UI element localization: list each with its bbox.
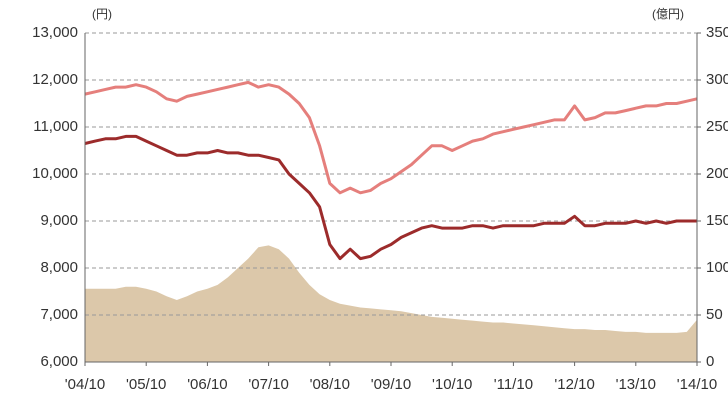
y2-tick-label: 350 <box>706 24 728 41</box>
y2-tick-label: 300 <box>706 71 728 88</box>
x-tick-label: '06/10 <box>187 376 227 393</box>
y-tick-label: 10,000 <box>32 165 78 182</box>
line <box>84 134 697 261</box>
x-tick-label: '04/10 <box>65 376 105 393</box>
y-tick-label: 13,000 <box>32 24 78 41</box>
line <box>84 80 698 195</box>
y2-tick-label: 150 <box>706 212 728 229</box>
y-tick-label: 12,000 <box>32 71 78 88</box>
x-tick-label: '08/10 <box>310 376 350 393</box>
y-tick-label: 6,000 <box>40 353 78 370</box>
y2-tick-label: 0 <box>706 353 714 370</box>
y-axis-unit: (円) <box>92 7 112 21</box>
y-tick-label: 8,000 <box>40 259 78 276</box>
y2-tick-label: 50 <box>706 306 723 323</box>
y-tick-label: 11,000 <box>33 118 78 135</box>
y2-tick-label: 100 <box>706 259 728 276</box>
x-tick-label: '10/10 <box>432 376 472 393</box>
x-tick-label: '12/10 <box>554 376 594 393</box>
x-tick-label: '05/10 <box>126 376 166 393</box>
y-tick-label: 7,000 <box>40 306 78 323</box>
x-tick-label: '09/10 <box>371 376 411 393</box>
y2-tick-label: 200 <box>706 165 728 182</box>
x-tick-label: '11/10 <box>494 376 533 393</box>
y2-axis-unit: (億円) <box>652 7 684 21</box>
area <box>85 245 697 362</box>
y2-tick-label: 250 <box>706 118 728 135</box>
x-tick-label: '07/10 <box>248 376 288 393</box>
x-tick-label: '14/10 <box>677 376 717 393</box>
y-tick-label: 9,000 <box>40 212 78 229</box>
x-tick-label: '13/10 <box>616 376 656 393</box>
